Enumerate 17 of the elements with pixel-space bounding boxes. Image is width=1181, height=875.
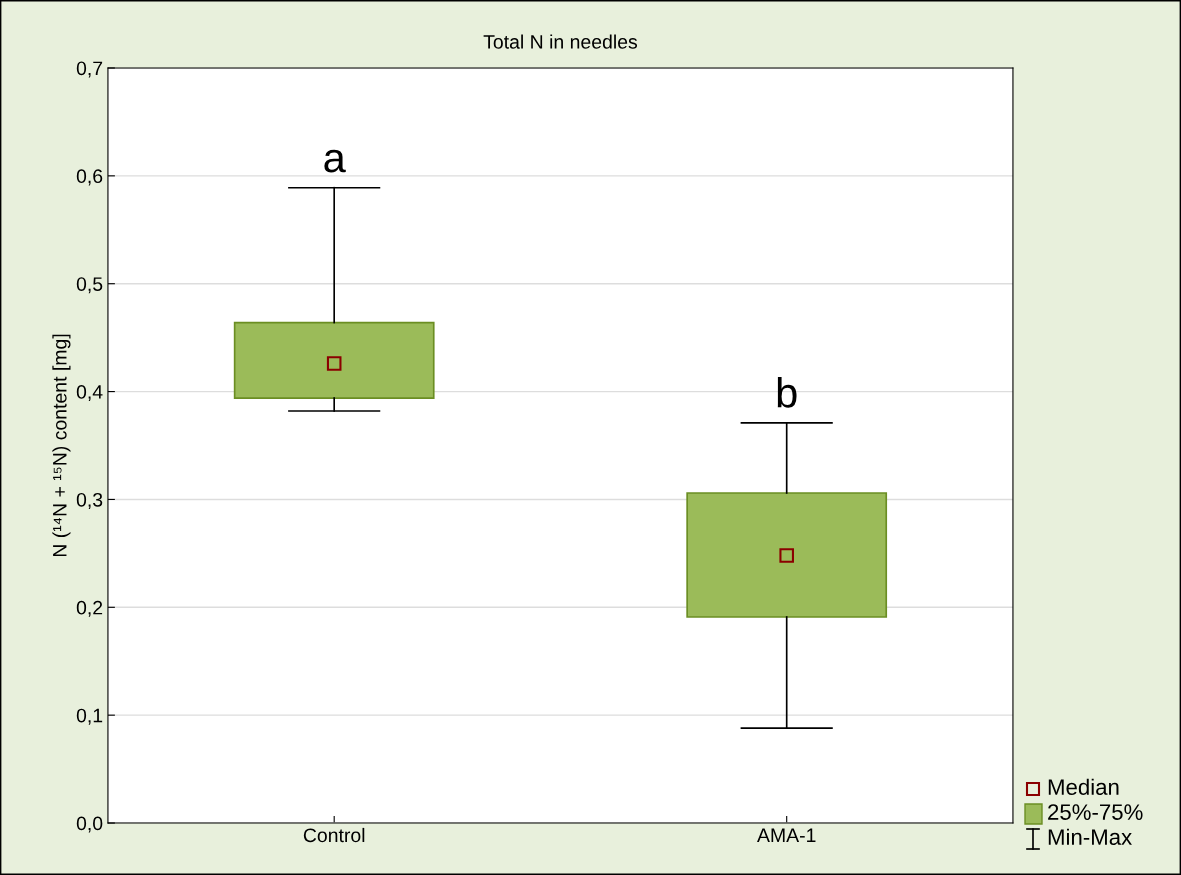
text: Min-Max [1048,828,1132,845]
y-tick-label: 0,1 [76,708,103,725]
text: Median [1048,778,1119,795]
annotation: a [324,149,346,173]
y-tick-label: 0,4 [76,385,103,402]
text: 25%-75% [1048,804,1143,820]
x-tick-label: Control [303,827,365,843]
y-tick-label: 0,2 [76,600,103,617]
y-tick-label: 0,3 [76,492,103,509]
y-tick-label: 0,7 [76,61,103,78]
chart-title: Total N in needles [483,34,638,49]
x-tick-label: AMA-1 [757,828,816,842]
y-tick-label: 0,6 [76,169,103,186]
y-tick-label: 0,5 [76,277,103,294]
annotation: b [777,377,797,408]
y-tick-label: 0,0 [76,816,103,833]
y-axis-title: N (¹⁴N + ¹⁵N) content [mg] [52,334,71,557]
